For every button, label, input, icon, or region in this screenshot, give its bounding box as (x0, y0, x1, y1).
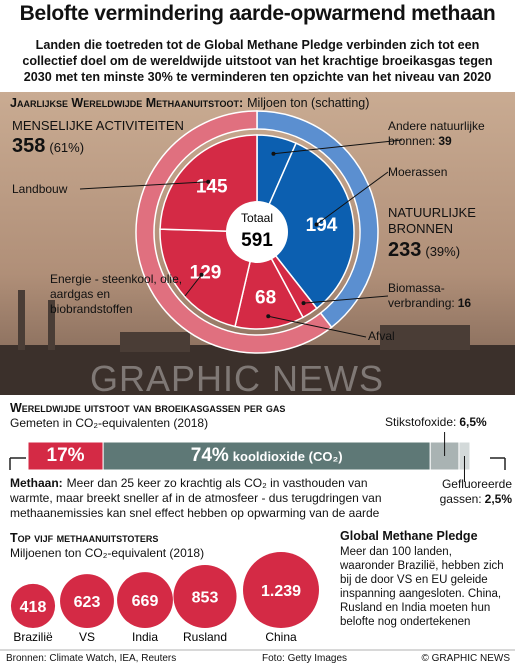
segment-name: kooldioxide (CO₂) (232, 449, 343, 464)
segment-label: Stikstofoxide: 6,5% (385, 415, 487, 429)
category-label: Moerassen (388, 165, 498, 180)
title: Belofte vermindering aarde-opwarmend met… (19, 2, 496, 25)
bubble-label: China (265, 630, 297, 644)
slice-value-label: 194 (306, 215, 338, 236)
slice-value-label: 129 (190, 263, 222, 284)
section-header: Jaarlijkse Wereldwijde Methaanuitstoot: M… (10, 96, 369, 110)
group-total: 358 (12, 135, 46, 157)
category-label: Biomassa-verbranding: 16 (388, 281, 508, 311)
section-subtitle: Gemeten in CO₂-equivalenten (2018) (10, 416, 209, 430)
bubble-label: Rusland (183, 630, 227, 644)
group-name: MENSELIJKE ACTIVITEITEN (12, 118, 184, 133)
pledge-title: Global Methane Pledge (340, 529, 478, 543)
segment-label: Gefluoreerde gassen: 2,5% (420, 477, 512, 507)
category-label: Afval (368, 329, 428, 344)
total-label: Totaal (241, 211, 273, 225)
category-label: Landbouw (12, 182, 112, 197)
group-share: (39%) (425, 244, 461, 259)
bubble-value: 1.239 (261, 583, 301, 600)
category-name: Energie - steenkool, olie, aardgas en bi… (50, 272, 183, 316)
category-value: 16 (457, 296, 472, 310)
pie-slice (256, 142, 355, 310)
leader-line (316, 171, 389, 225)
segment-value: 6,5% (459, 415, 487, 429)
section-title: Wereldwijde uitstoot van broeikasgassen … (10, 401, 286, 415)
methane-note: Methaan: Meer dan 25 keer zo krachtig als… (10, 476, 412, 521)
leader-dot (206, 179, 211, 184)
slice-value-label: 68 (255, 287, 276, 308)
segment-value: 2,5% (484, 492, 512, 506)
section-title: Jaarlijkse Wereldwijde Methaanuitstoot: (10, 96, 244, 110)
factory (120, 332, 190, 352)
bubble (10, 583, 56, 628)
bubble-value: 853 (192, 589, 219, 606)
segment-name: Gefluoreerde gassen: (439, 477, 512, 506)
bubble-value: 418 (20, 599, 47, 616)
bubble (60, 574, 114, 628)
total-value: 591 (241, 230, 273, 251)
leader-line (273, 139, 403, 155)
bar-segment (27, 441, 104, 471)
footer-copyright: © GRAPHIC NEWS (421, 653, 511, 664)
category-name: Andere natuurlijke bronnen: (388, 119, 485, 148)
chimney (18, 290, 25, 350)
footer-sources: Bronnen: Climate Watch, IEA, Reuters (6, 653, 177, 664)
chimney (48, 300, 55, 350)
group-share: (61%) (49, 140, 85, 155)
subtitle: Landen die toetreden tot de Global Metha… (22, 38, 493, 84)
bubble-label: Brazilië (13, 630, 53, 644)
outer-ring-segment (135, 110, 333, 354)
category-label: Energie - steenkool, olie, aardgas en bi… (50, 272, 190, 317)
note-text: Meer dan 25 keer zo krachtig als CO₂ in … (10, 476, 382, 520)
group-total: 233 (388, 239, 422, 261)
factory (380, 325, 470, 350)
bubble-label: India (132, 630, 158, 644)
section-title: Top vijf methaanuitstoters (10, 531, 159, 545)
bubble (117, 572, 173, 629)
segment-label: 17% (46, 445, 85, 466)
leader-line (79, 181, 209, 190)
bubble-value: 623 (74, 594, 101, 611)
leader-dot (314, 222, 319, 227)
leader-dot (271, 151, 276, 156)
category-value: 39 (438, 134, 452, 148)
bubble-label: VS (79, 630, 95, 644)
category-name: Biomassa-verbranding: (388, 281, 455, 310)
group-name: NATUURLIJKE BRONNEN (388, 205, 476, 236)
group-value: 358 (61%) (12, 135, 84, 158)
pledge-text: Meer dan 100 landen, waaronder Brazilië,… (340, 546, 504, 628)
group-value: 233 (39%) (388, 239, 460, 262)
bubble (243, 552, 319, 628)
category-name: Afval (368, 329, 395, 343)
watermark: GRAPHIC NEWS (90, 358, 385, 399)
leader-dot (301, 301, 306, 306)
footer-photo: Foto: Getty Images (262, 653, 348, 664)
center-circle (226, 201, 288, 263)
category-name: Moerassen (388, 165, 448, 179)
segment-value: 74% (190, 445, 229, 466)
leader-line (303, 295, 389, 304)
leader-dot (266, 314, 271, 319)
pie-slice (159, 228, 258, 328)
leader-line (184, 274, 202, 297)
leader-line (268, 315, 367, 338)
segment-name: Stikstofoxide: (385, 415, 457, 429)
note-label: Methaan: (10, 476, 63, 490)
category-label: Andere natuurlijke bronnen: 39 (388, 119, 508, 149)
bubble-value: 669 (132, 593, 159, 610)
leader-dot (199, 272, 204, 277)
bubble (173, 564, 237, 628)
category-name: Landbouw (12, 182, 68, 196)
segment-label: 74% kooldioxide (CO₂) (103, 445, 430, 467)
section-subtitle: Miljoen ton (schatting) (247, 96, 370, 110)
section-subtitle: Miljoenen ton CO₂-equivalent (2018) (10, 546, 205, 560)
slice-value-label: 145 (196, 176, 228, 197)
